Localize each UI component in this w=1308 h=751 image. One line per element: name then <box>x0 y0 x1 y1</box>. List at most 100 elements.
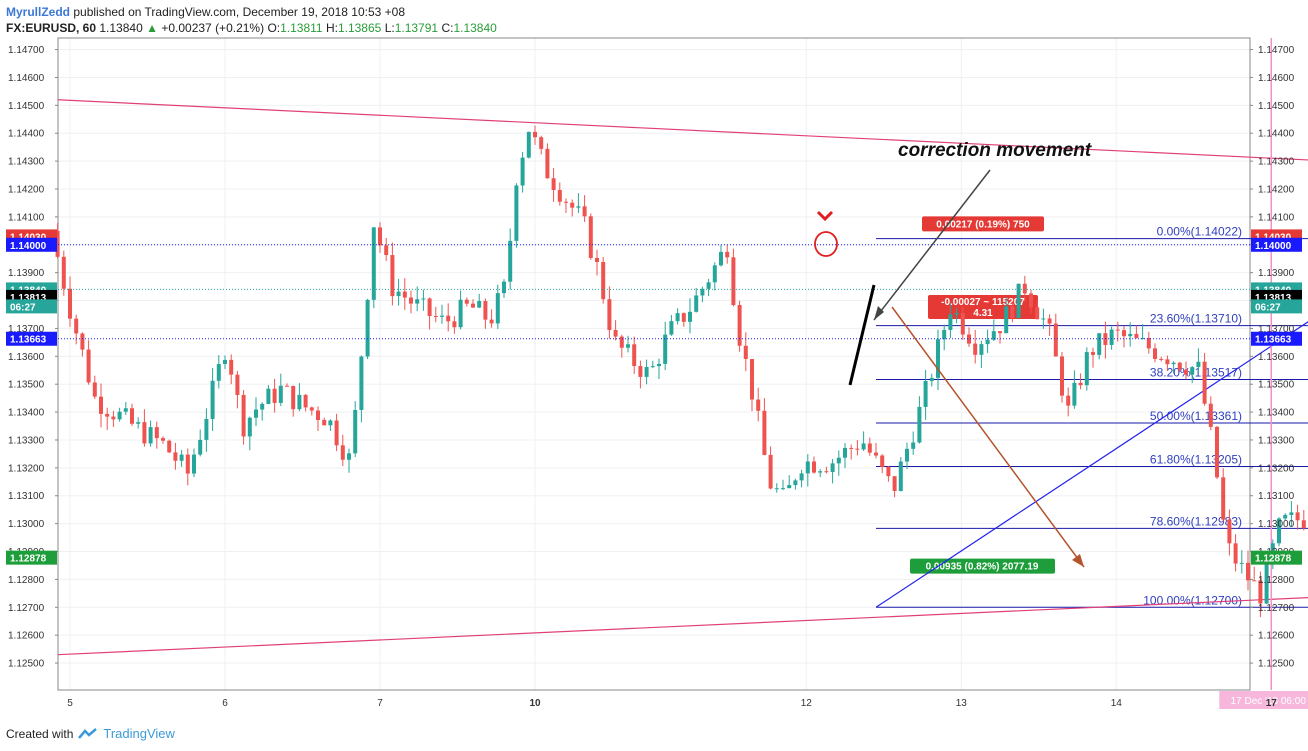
candle-body <box>681 313 686 322</box>
candle-body <box>353 409 358 454</box>
candle-body <box>1060 356 1064 396</box>
vertical-markers[interactable]: 17 Dec '18 06:0022 Dec '18 05:00 <box>1219 38 1308 709</box>
grid-lines <box>58 38 1272 690</box>
candle-body <box>285 385 289 387</box>
candle-body <box>706 282 711 289</box>
candle-body <box>402 291 407 298</box>
candle-body <box>1029 293 1033 308</box>
candle-body <box>812 461 816 473</box>
candle-body <box>1078 382 1083 386</box>
candle-body <box>92 382 97 397</box>
candle-body <box>650 366 655 368</box>
candle-body <box>464 299 469 304</box>
y-tick-label-right: 1.12700 <box>1258 603 1295 614</box>
x-tick-label: 7 <box>377 698 383 709</box>
annotations[interactable]: correction movement <box>814 140 1092 568</box>
y-tick-label-left: 1.13900 <box>8 268 45 279</box>
candle-body <box>954 312 959 315</box>
countdown-left: 06:27 <box>10 302 36 313</box>
candle-body <box>545 148 550 179</box>
low-label: L: <box>384 21 395 35</box>
candle-body <box>867 443 872 453</box>
candle-body <box>557 189 562 202</box>
candle-body <box>688 311 692 322</box>
price-label-right-bg <box>1251 237 1302 252</box>
candle-body <box>334 420 339 446</box>
candle-body <box>347 453 351 460</box>
candle-body <box>123 408 128 412</box>
y-tick-label-right: 1.13300 <box>1258 435 1295 446</box>
candle-body <box>898 461 903 491</box>
price-label-left: 1.13663 <box>10 335 47 346</box>
candle-body <box>1128 333 1133 337</box>
candle-body <box>433 315 438 317</box>
projection-arrow-line <box>891 306 1085 568</box>
y-tick-label-right: 1.14300 <box>1258 157 1295 168</box>
close-value: 1.13840 <box>453 21 497 35</box>
candle-body <box>1233 543 1238 564</box>
candle-body <box>539 137 544 149</box>
candle-body <box>309 407 314 411</box>
candle-body <box>68 288 72 319</box>
stop-label: 0.00217 (0.19%) 750 <box>922 216 1044 232</box>
x-axis[interactable]: 56710121314171920212426 <box>67 698 1308 709</box>
candle-body <box>198 439 203 455</box>
price-label-right: 1.12878 <box>1255 554 1292 565</box>
candle-body <box>669 321 674 335</box>
author-name[interactable]: MyrullZedd <box>6 5 71 19</box>
tradingview-brand[interactable]: TradingView <box>103 726 175 741</box>
candle-body <box>1153 348 1157 359</box>
candle-body <box>917 406 922 443</box>
candle-body <box>998 331 1002 334</box>
candle-body <box>874 452 878 456</box>
price-label-left-bg <box>6 237 57 252</box>
low-value: 1.13791 <box>394 21 439 35</box>
candle-body <box>1301 520 1306 529</box>
candle-body <box>1084 352 1089 386</box>
y-tick-label-right: 1.14700 <box>1258 45 1295 56</box>
candle-body <box>61 256 66 289</box>
candle-body <box>626 344 630 348</box>
candle-body <box>303 394 308 408</box>
y-axis-right[interactable]: 1.14700 1.14600 1.14500 1.14400 1.14300 1.142… <box>1250 45 1295 670</box>
price-change: +0.00237 (+0.21%) <box>161 21 265 35</box>
candle-body <box>254 409 258 418</box>
y-axis-left[interactable]: 1.14700 1.14600 1.14500 1.14400 1.14300 1.142… <box>8 45 58 670</box>
short-position-tool[interactable]: 0.00217 (0.19%) 750 0.00935 (0.82%) 2077.… <box>910 216 1308 574</box>
candle-body <box>632 344 637 367</box>
price-label-left: 1.14000 <box>10 241 47 252</box>
y-tick-label-left: 1.13000 <box>8 519 45 530</box>
y-tick-label-right: 1.12600 <box>1258 631 1295 642</box>
candle-body <box>390 255 395 297</box>
trend-lines[interactable] <box>57 99 1308 656</box>
candle-body <box>1115 329 1120 331</box>
y-tick-label-right: 1.13600 <box>1258 352 1295 363</box>
candle-body <box>551 178 556 190</box>
candle-body <box>1202 361 1207 404</box>
candle-body <box>719 251 723 266</box>
candle-body <box>1196 361 1201 368</box>
candle-body <box>1122 330 1126 337</box>
candle-body <box>936 339 940 378</box>
candle-body <box>142 422 147 444</box>
candlesticks <box>55 125 1306 618</box>
price-label-right: 1.13813 <box>1255 293 1292 304</box>
y-tick-label-right: 1.13900 <box>1258 268 1295 279</box>
candle-body <box>1264 559 1269 604</box>
y-tick-label-right: 1.13100 <box>1258 491 1295 502</box>
x-tick-label: 6 <box>222 698 228 709</box>
candle-body <box>1246 562 1250 581</box>
pnl-label-sub: 4.31 <box>973 308 993 319</box>
candle-body <box>179 454 184 461</box>
target-label-bg <box>910 558 1055 574</box>
candle-body <box>74 318 79 334</box>
candle-body <box>762 410 767 455</box>
chart-frame <box>57 37 1251 691</box>
fibonacci-retracement[interactable]: 0.00%(1.14022) 23.60%(1.13710) 38.20%(1.13… <box>875 225 1308 608</box>
candle-body <box>781 488 785 490</box>
candle-body <box>619 336 624 348</box>
candle-body <box>130 408 134 424</box>
y-tick-label-left: 1.14500 <box>8 101 45 112</box>
high-value: 1.13865 <box>337 21 382 35</box>
